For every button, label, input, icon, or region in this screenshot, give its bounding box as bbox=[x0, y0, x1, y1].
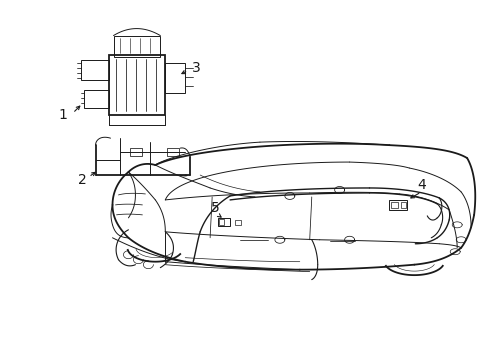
Bar bbox=[81, 60, 108, 80]
Bar bbox=[83, 90, 108, 108]
Text: 5: 5 bbox=[210, 201, 219, 215]
Bar bbox=[113, 36, 160, 58]
Text: 1: 1 bbox=[58, 108, 67, 122]
Bar bbox=[235, 220, 241, 225]
Bar bbox=[167, 148, 179, 156]
Text: 2: 2 bbox=[78, 173, 87, 187]
Bar bbox=[130, 148, 142, 156]
Bar bbox=[218, 218, 229, 226]
Bar bbox=[165, 63, 185, 93]
Text: 3: 3 bbox=[191, 62, 200, 76]
Text: 4: 4 bbox=[416, 178, 425, 192]
Bar bbox=[219, 219, 224, 225]
Bar bbox=[108, 55, 165, 115]
Bar bbox=[390, 202, 398, 208]
Bar bbox=[401, 202, 406, 208]
Bar bbox=[388, 200, 407, 210]
